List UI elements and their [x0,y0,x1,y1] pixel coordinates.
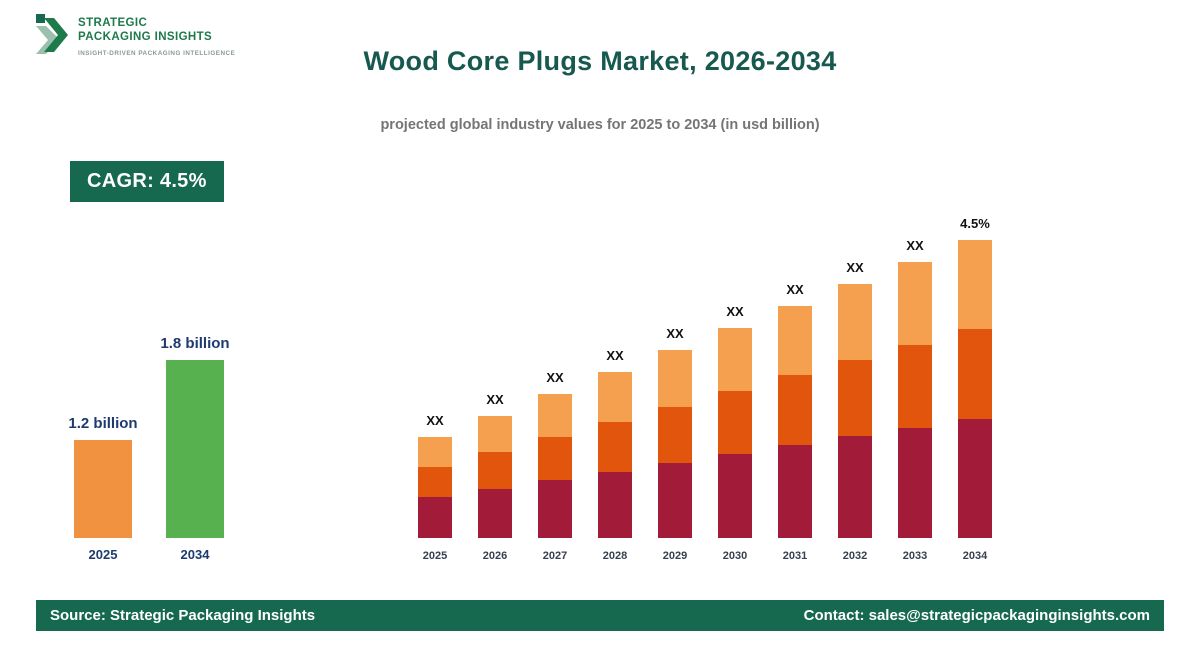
stacked-bar-segment-middle [538,437,572,480]
stacked-bar [658,350,692,538]
stacked-bar-group: XX 2028 [598,348,632,562]
stacked-bar-segment-middle [598,422,632,472]
stacked-bar-segment-middle [718,391,752,454]
stacked-bar-segment-middle [958,329,992,419]
stacked-bar-year-label: 2034 [962,550,988,562]
stacked-bar-segment-top [478,416,512,452]
stacked-bar-year-label: 2030 [722,550,748,562]
stacked-bar-year-label: 2031 [782,550,808,562]
stacked-bar-segment-top [718,328,752,391]
stacked-bar-segment-middle [778,375,812,445]
stacked-bar-value-label: XX [546,370,564,385]
stacked-bar-year-label: 2025 [422,550,448,562]
stacked-bar-value-label: 4.5% [960,216,990,231]
stacked-bar-group: XX 2031 [778,282,812,562]
logo-chevron-icon [36,14,68,54]
stacked-bar-segment-middle [478,452,512,489]
summary-bar-year-label: 2034 [180,547,210,562]
stacked-bar-group: XX 2033 [898,238,932,562]
stacked-bar-value-label: XX [786,282,804,297]
stacked-bar-year-label: 2029 [662,550,688,562]
stacked-bar-segment-top [418,437,452,467]
stacked-bar-segment-top [538,394,572,437]
stacked-bar-year-label: 2026 [482,550,508,562]
brand-logo: STRATEGIC PACKAGING INSIGHTS INSIGHT-DRI… [36,14,235,57]
stacked-bar [898,262,932,538]
stacked-bar-segment-middle [658,407,692,463]
page-title: Wood Core Plugs Market, 2026-2034 [363,46,837,76]
stacked-bar [538,394,572,538]
stacked-bar-year-label: 2027 [542,550,568,562]
stacked-bar-segment-bottom [538,480,572,538]
stacked-bar-segment-middle [898,345,932,428]
stacked-bar-segment-top [778,306,812,375]
stacked-bar-year-label: 2032 [842,550,868,562]
summary-bar [166,360,224,538]
stacked-bar-year-label: 2033 [902,550,928,562]
stacked-bar-group: XX 2025 [418,413,452,562]
brand-name-line2: PACKAGING INSIGHTS [78,31,213,44]
brand-tagline: INSIGHT-DRIVEN PACKAGING INTELLIGENCE [78,49,236,57]
brand-name-line1: STRATEGIC [78,17,148,29]
stacked-bar-group: XX 2029 [658,326,692,562]
stacked-bar-group: XX 2032 [838,260,872,562]
stacked-bar [718,328,752,538]
footer-source: Source: Strategic Packaging Insights [50,607,316,624]
stacked-bar [778,306,812,538]
stacked-bar-segment-top [838,284,872,360]
stacked-bar-segment-bottom [658,463,692,538]
stacked-bar-value-label: XX [606,348,624,363]
stacked-bar-segment-bottom [598,472,632,538]
stacked-bar-segment-bottom [778,445,812,538]
summary-bar [74,440,132,538]
stacked-bar-segment-middle [418,467,452,497]
footer-contact: Contact: sales@strategicpackaginginsight… [803,607,1150,624]
page-subtitle: projected global industry values for 202… [380,117,820,133]
stacked-bar-value-label: XX [726,304,744,319]
cagr-badge: CAGR: 4.5% [70,161,224,202]
brand-text: STRATEGIC PACKAGING INSIGHTS INSIGHT-DRI… [78,14,235,57]
stacked-bar-value-label: XX [426,413,444,428]
stacked-bar-value-label: XX [666,326,684,341]
stacked-chart-bars: XX 2025 XX 2026 XX 2027 XX 2028 XX 2029 XX 2030 XX 20… [418,214,992,562]
stacked-bar-group: XX 2026 [478,392,512,562]
stacked-bar-segment-bottom [478,489,512,538]
summary-bar-group: 1.8 billion 2034 [160,335,229,562]
stacked-bar-segment-bottom [898,428,932,538]
stacked-bar-group: 4.5% 2034 [958,216,992,562]
summary-bar-group: 1.2 billion 2025 [68,415,137,562]
stacked-bar-value-label: XX [906,238,924,253]
stacked-bar-segment-bottom [418,497,452,538]
stacked-bar-segment-middle [838,360,872,436]
stacked-bar [598,372,632,538]
stacked-bar [838,284,872,538]
summary-chart-bars: 1.2 billion 2025 1.8 billion 2034 [68,330,229,562]
stacked-bar-group: XX 2027 [538,370,572,562]
stacked-bar-segment-top [958,240,992,329]
stacked-bar-segment-bottom [718,454,752,538]
stacked-bar-value-label: XX [846,260,864,275]
summary-bar-year-label: 2025 [88,547,118,562]
stacked-bar-value-label: XX [486,392,504,407]
stacked-bar [418,437,452,538]
stacked-bar [958,240,992,538]
stacked-bar-segment-top [598,372,632,422]
summary-bar-value-label: 1.2 billion [68,415,138,432]
footer-bar: Source: Strategic Packaging Insights Con… [36,600,1164,631]
stacked-bar-year-label: 2028 [602,550,628,562]
summary-bar-value-label: 1.8 billion [160,335,230,352]
stacked-bar-group: XX 2030 [718,304,752,562]
stacked-bar-segment-bottom [958,419,992,538]
stacked-bar-segment-top [658,350,692,407]
stacked-bar [478,416,512,538]
stacked-bar-segment-bottom [838,436,872,538]
stacked-bar-segment-top [898,262,932,345]
